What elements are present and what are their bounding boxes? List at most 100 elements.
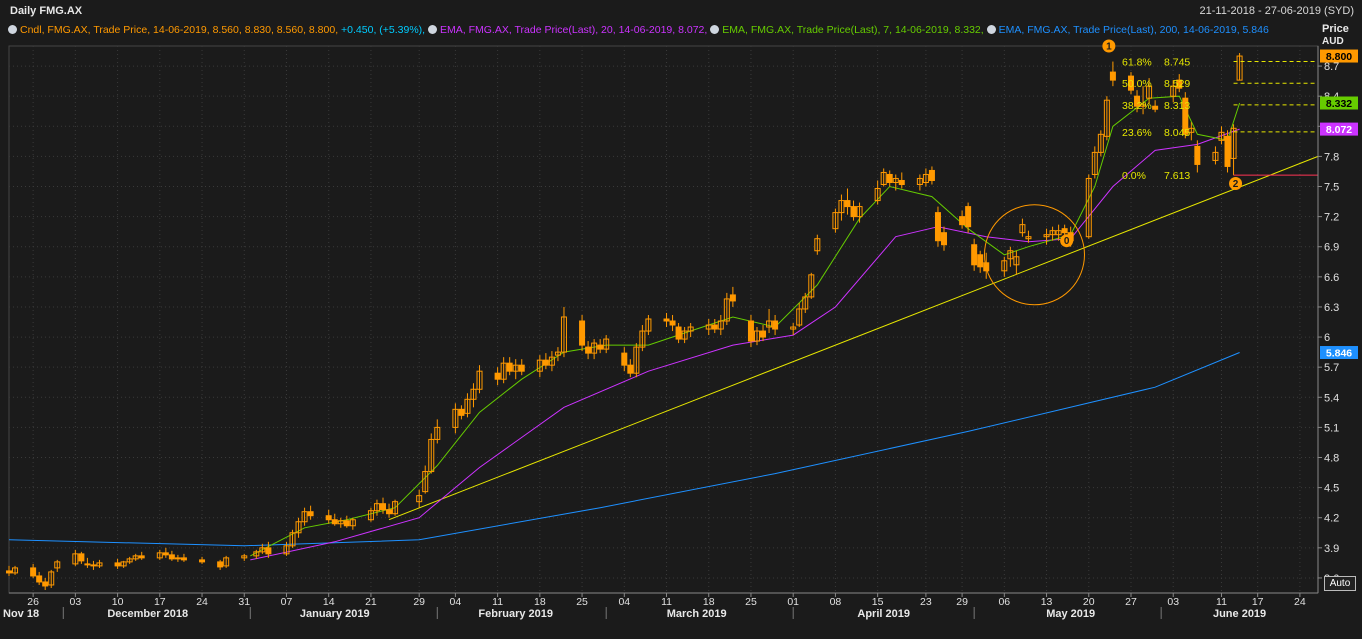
candle [766, 308, 773, 334]
candle [174, 554, 181, 562]
candle-body-up [120, 561, 127, 567]
price-tag-bg [1320, 122, 1358, 136]
candles-layer [6, 53, 1243, 590]
price-tag-bg [1320, 346, 1358, 360]
candle-body-up [1043, 234, 1050, 238]
candle-body-up [470, 388, 477, 400]
candle [1128, 72, 1134, 95]
candle [295, 517, 302, 538]
candle [428, 433, 435, 474]
candle [922, 168, 929, 187]
candle-body-up [916, 177, 923, 186]
x-tick-label: 06 [998, 596, 1010, 608]
candle-body-down [325, 515, 332, 521]
candle [84, 557, 91, 568]
candle [132, 553, 139, 561]
candle [506, 357, 513, 376]
candle-body-down [542, 359, 549, 366]
candle-body-up [1085, 177, 1092, 238]
candle-body-up [132, 555, 139, 560]
candle-body-up [301, 511, 308, 523]
candle-body-down [1061, 228, 1068, 234]
candle-body-down [494, 372, 501, 380]
candle [301, 507, 308, 526]
x-month-label: Nov 18 [3, 608, 39, 620]
x-month-label: January 2019 [300, 608, 370, 620]
candle [747, 314, 754, 348]
candle [898, 172, 905, 189]
x-tick-label: 23 [920, 596, 932, 608]
candle [458, 405, 465, 420]
candle-body-down [138, 555, 145, 559]
legend-ema20[interactable]: EMA, FMG.AX, Trade Price(Last), 20, 14-0… [428, 24, 710, 36]
candle [307, 505, 314, 520]
candle [48, 569, 55, 588]
candle [832, 208, 839, 233]
candle-body-down [844, 200, 851, 208]
candle-body-down [199, 559, 206, 563]
candle [790, 323, 797, 336]
legend-candle[interactable]: Cndl, FMG.AX, Trade Price, 14-06-2019, 8… [8, 24, 428, 36]
candle [916, 174, 923, 191]
candle [1067, 226, 1074, 247]
candle-body-up [1146, 85, 1153, 99]
candle-body-up [705, 324, 712, 330]
candle [422, 465, 429, 494]
fib-level-pct: 61.8% [1122, 57, 1152, 69]
candle-body-up [1230, 127, 1237, 159]
candle [1170, 80, 1177, 103]
candle [223, 555, 230, 568]
fib-level-pct: 38.2% [1122, 100, 1152, 112]
candle [1152, 100, 1159, 113]
candle [6, 565, 12, 576]
candle [621, 347, 628, 372]
candle-body-down [1176, 79, 1183, 89]
price-tag: 8.800 [1320, 49, 1358, 63]
x-tick-label: 18 [703, 596, 715, 608]
candle [1109, 61, 1116, 87]
candle-body-up [12, 567, 19, 574]
chart-title: Daily FMG.AX [10, 5, 83, 17]
candle [542, 353, 549, 370]
legend-ema7[interactable]: EMA, FMG.AX, Trade Price(Last), 7, 14-06… [710, 24, 986, 36]
candle [1146, 78, 1153, 105]
candle [289, 529, 296, 548]
candle [1176, 74, 1183, 93]
legend-ema200[interactable]: EMA, FMG.AX, Trade Price(Last), 200, 14-… [986, 24, 1269, 36]
candle-body-down [90, 564, 97, 567]
candle-body-up [452, 408, 459, 428]
candle-body-down [760, 330, 767, 338]
candle-body-up [283, 545, 290, 555]
candle [199, 556, 206, 564]
candle-body-up [1218, 131, 1225, 141]
candle [1091, 146, 1098, 179]
candle-body-down [941, 232, 947, 246]
ema7-layer [250, 95, 1241, 557]
price-tag-label: 8.332 [1326, 98, 1352, 110]
candle [512, 359, 519, 380]
candle-body-down [331, 519, 338, 525]
x-tick-label: 27 [1125, 596, 1137, 608]
legend-ema7-label: EMA, FMG.AX, Trade Price(Last), 7, 14-06… [722, 24, 984, 36]
y-tick-label: 5.1 [1324, 422, 1339, 434]
y-tick-label: 3.9 [1324, 543, 1339, 555]
y-tick-label: 4.8 [1324, 453, 1339, 465]
candle [416, 489, 423, 508]
date-range: 21-11-2018 - 27-06-2019 (SYD) [1199, 5, 1355, 17]
price-tag-label: 5.846 [1326, 348, 1352, 360]
x-axis: 26 03 10 17 24 31 07 14 21 29 04 11 18 25 04 11 18 25 01 08… [3, 592, 1318, 620]
y-tick-label: 6.9 [1324, 242, 1339, 254]
candle [1019, 218, 1026, 237]
candle [591, 339, 598, 360]
candle [627, 359, 634, 378]
candle-body-down [977, 254, 984, 268]
candle-body-down [458, 408, 465, 416]
auto-scale-button[interactable]: Auto [1324, 576, 1356, 591]
candle [802, 292, 809, 313]
candle-body-up [554, 351, 561, 356]
candle [1140, 86, 1147, 115]
candle-body-down [850, 206, 857, 218]
candle-body-down [711, 324, 718, 330]
